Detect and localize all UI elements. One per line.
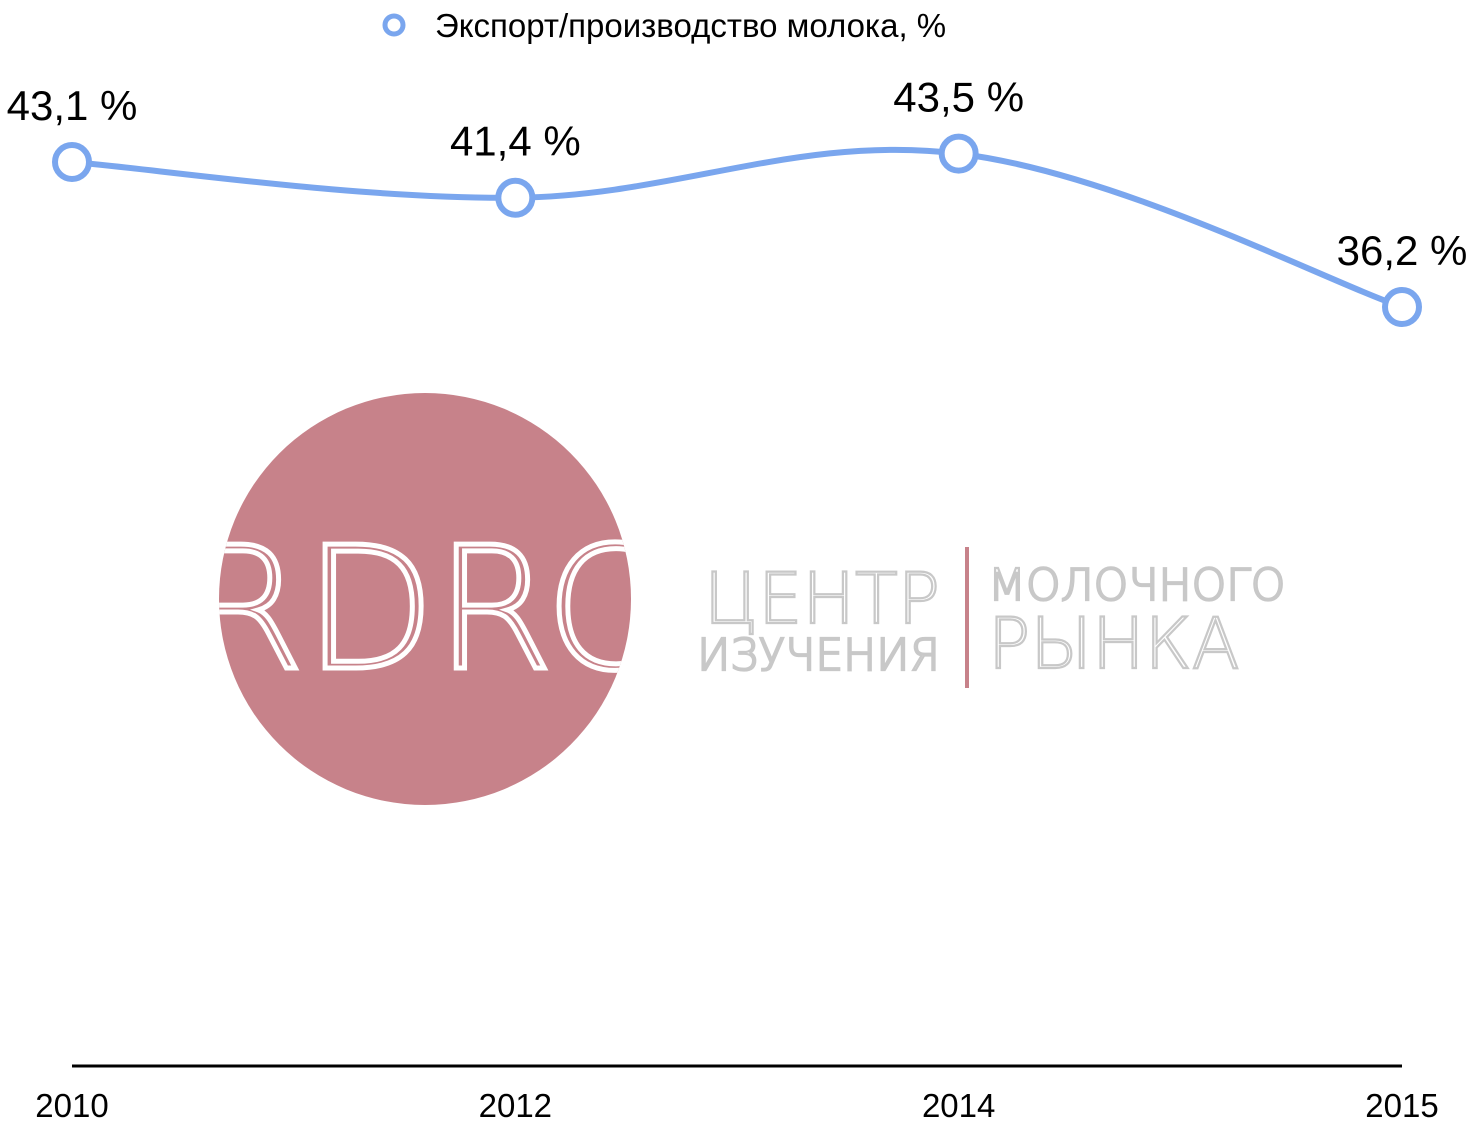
logo-monogram: RDRC [186,511,663,709]
legend-marker-icon [382,13,406,37]
data-point-2012 [495,177,536,218]
data-point-2014 [938,133,979,174]
data-label-2014: 43,5 % [893,74,1024,121]
rdrc-watermark-logo: RDRC ЦЕНТР ИЗУЧЕНИЯ МОЛОЧНОГО РЫНКА [186,393,1286,805]
data-labels: 43,1 % 41,4 % 43,5 % 36,2 % [7,74,1468,274]
data-label-2015: 36,2 % [1337,227,1468,274]
x-axis-tick-labels: 2010 2012 2014 2015 [35,1087,1438,1124]
x-tick-label-2015: 2015 [1365,1087,1438,1124]
legend: Экспорт/производство молока, % [382,7,946,44]
logo-text-market: РЫНКА [988,603,1240,685]
x-tick-label-2014: 2014 [922,1087,995,1124]
series-line [69,146,1405,310]
logo-circle [219,393,631,805]
logo-text-dairy: МОЛОЧНОГО [988,560,1285,611]
data-point-2015 [1382,287,1422,327]
data-label-2010: 43,1 % [7,82,138,129]
logo-text-center: ЦЕНТР [704,558,940,640]
series-markers [52,133,1422,327]
legend-label: Экспорт/производство молока, % [435,7,946,44]
x-tick-label-2012: 2012 [479,1087,552,1124]
logo-text-study: ИЗУЧЕНИЯ [697,630,940,681]
data-point-2010 [52,142,92,182]
x-tick-label-2010: 2010 [35,1087,108,1124]
data-label-2012: 41,4 % [450,118,581,165]
